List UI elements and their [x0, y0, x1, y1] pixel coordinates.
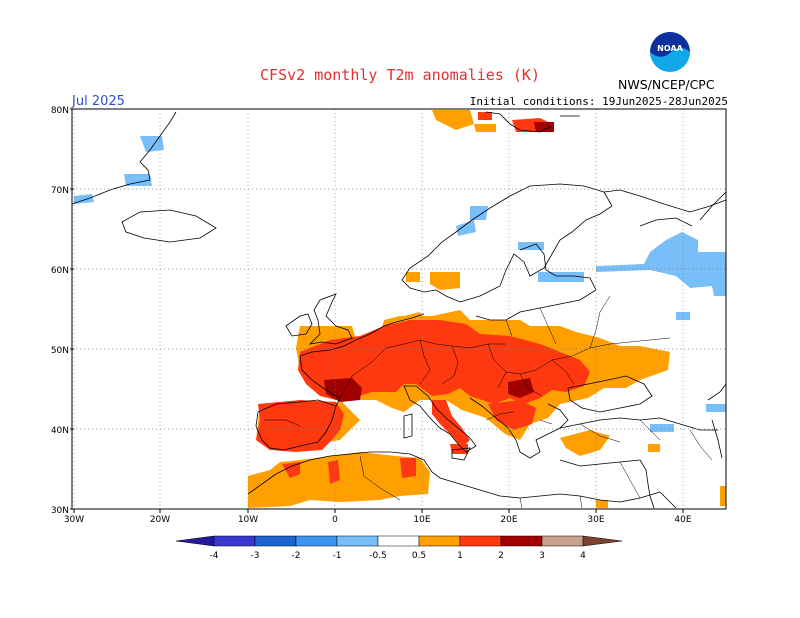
colorbar: -4 -3 -2 -1 -0.5 0.5 1 2 3 4 [175, 535, 623, 561]
colorbar-swatch-arrow-high [582, 535, 623, 547]
anomaly-cool-norway [456, 206, 488, 236]
graticule [72, 109, 726, 509]
anomaly-warm1-scandinavia [404, 272, 460, 322]
border-lines [264, 295, 713, 509]
coastline-black-sea [567, 375, 653, 413]
lon-label: 20W [150, 515, 170, 525]
colorbar-swatch-arrow-low [175, 535, 215, 547]
lat-ticks [70, 108, 74, 510]
initial-conditions: Initial conditions: 19Jun2025-28Jun2025 [469, 95, 728, 108]
anomaly-warm1-mideast [596, 444, 660, 508]
colorbar-label: 4 [580, 551, 586, 561]
anomaly-fields [74, 110, 726, 508]
coastline-sardinia [403, 413, 413, 439]
colorbar-swatch [377, 535, 420, 547]
anomaly-warm1-arctic [432, 110, 496, 132]
coastline-sicily [451, 447, 471, 461]
colorbar-label: -4 [210, 551, 219, 561]
colorbar-swatch [336, 535, 379, 547]
coastline-iberia [255, 399, 337, 451]
lat-axis: 30N 40N 50N 60N 70N 80N [51, 106, 69, 516]
coastline-levant [639, 459, 655, 509]
colorbar-label: -0.5 [369, 551, 387, 561]
anomaly-warm3-svalbard [534, 122, 554, 132]
lon-label: 30W [64, 515, 84, 525]
colorbar-swatch [459, 535, 502, 547]
coastline-novaya-zemlya [699, 191, 727, 221]
lon-label: 20E [500, 515, 517, 525]
anomaly-warm2-balkans [488, 400, 536, 430]
map-title: CFSv2 monthly T2m anomalies (K) [260, 66, 540, 84]
coastline-balkans [469, 397, 569, 459]
anomaly-cool-small1 [676, 312, 690, 320]
colorbar-label: -1 [333, 551, 342, 561]
noaa-logo-text: NOAA [657, 44, 683, 53]
coastline-caspian [707, 383, 727, 459]
coastline-italy [403, 385, 477, 453]
colorbar-swatch [418, 535, 461, 547]
map-frame [71, 108, 727, 510]
coastline-ireland [285, 313, 313, 337]
coastline-iceland [121, 209, 217, 243]
lon-axis: 30W 20W 10W 0 10E 20E 30E 40E [64, 515, 692, 525]
lat-label: 40N [51, 426, 69, 436]
organization-label: NWS/NCEP/CPC [618, 77, 715, 92]
coastline-svalbard [485, 111, 580, 133]
lat-label: 80N [51, 106, 69, 116]
colorbar-swatch [213, 535, 256, 547]
lon-label: 0 [332, 515, 338, 525]
lat-label: 60N [51, 266, 69, 276]
colorbar-swatch [254, 535, 297, 547]
lat-label: 30N [51, 506, 69, 516]
anomaly-cool-iceland-coast [140, 136, 164, 152]
anomaly-cool-caucasus [650, 404, 726, 432]
anomaly-cool-baltic [518, 242, 584, 282]
noaa-logo: NOAA [650, 32, 690, 72]
colorbar-swatch [500, 535, 543, 547]
coastline-kola [603, 189, 727, 227]
coastline-france-lowlands [299, 313, 425, 407]
colorbar-swatch [295, 535, 338, 547]
coastline-greenland [71, 111, 177, 205]
coastlines [71, 111, 727, 509]
colorbar-swatch [541, 535, 584, 547]
colorbar-label: 0.5 [412, 551, 426, 561]
colorbar-label: 2 [498, 551, 504, 561]
coastline-scandinavia [401, 183, 613, 303]
lat-label: 70N [51, 186, 69, 196]
anomaly-warm3-france [324, 378, 362, 402]
anomaly-cool-greenland [74, 174, 152, 204]
country-borders [264, 295, 713, 509]
lon-label: 40E [674, 515, 691, 525]
lon-label: 10W [238, 515, 258, 525]
anomaly-warm2-arctic [478, 112, 552, 132]
anomaly-warm2-italy [432, 400, 470, 448]
colorbar-label: -3 [251, 551, 260, 561]
coastline-red-sea [659, 491, 677, 509]
coastline-great-britain [308, 293, 353, 345]
anomaly-cool-russia [596, 232, 726, 296]
lon-label: 10E [413, 515, 430, 525]
anomaly-warm3-hungary [508, 378, 534, 398]
lon-label: 30E [587, 515, 604, 525]
colorbar-label: 1 [457, 551, 463, 561]
anomaly-warm1-east [560, 430, 726, 506]
colorbar-label: -2 [292, 551, 301, 561]
forecast-month: Jul 2025 [72, 94, 125, 109]
colorbar-label: 3 [539, 551, 545, 561]
lat-label: 50N [51, 346, 69, 356]
coastline-north-africa [247, 451, 661, 503]
lon-ticks [73, 509, 684, 513]
